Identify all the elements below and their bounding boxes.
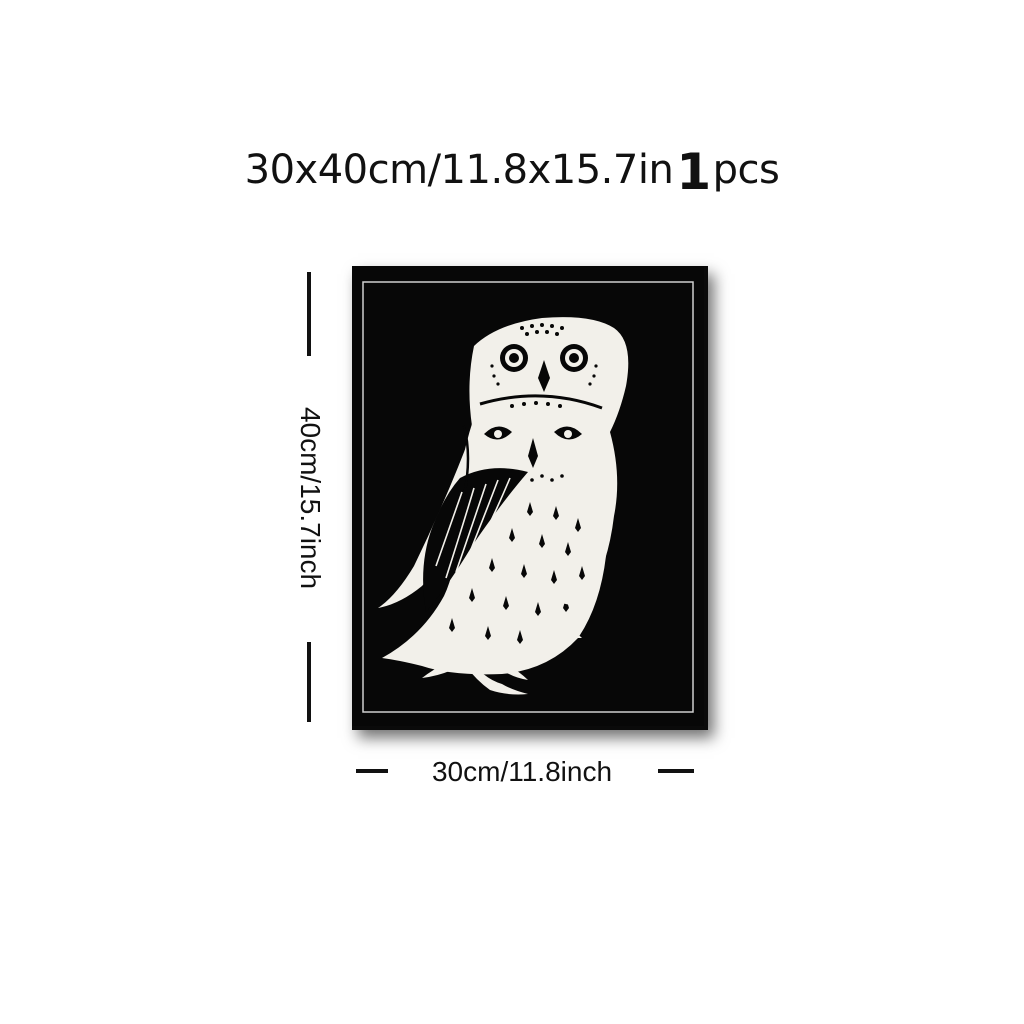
owl-illustration xyxy=(352,266,704,726)
width-dimension-label: 30cm/11.8inch xyxy=(431,756,613,787)
product-size-heading: 30x40cm/11.8x15.7in1pcs xyxy=(0,136,1024,201)
height-dimension-label: 40cm/15.7inch xyxy=(295,406,326,590)
quantity-unit: pcs xyxy=(712,147,780,193)
height-dimension-line-bottom xyxy=(307,642,311,722)
height-dimension-line-top xyxy=(307,272,311,356)
width-dimension-line-left xyxy=(356,769,388,773)
width-dimension-line-right xyxy=(658,769,694,773)
quantity-number: 1 xyxy=(676,143,711,201)
owl-poster-artwork xyxy=(352,266,704,726)
size-text: 30x40cm/11.8x15.7in xyxy=(244,147,674,193)
